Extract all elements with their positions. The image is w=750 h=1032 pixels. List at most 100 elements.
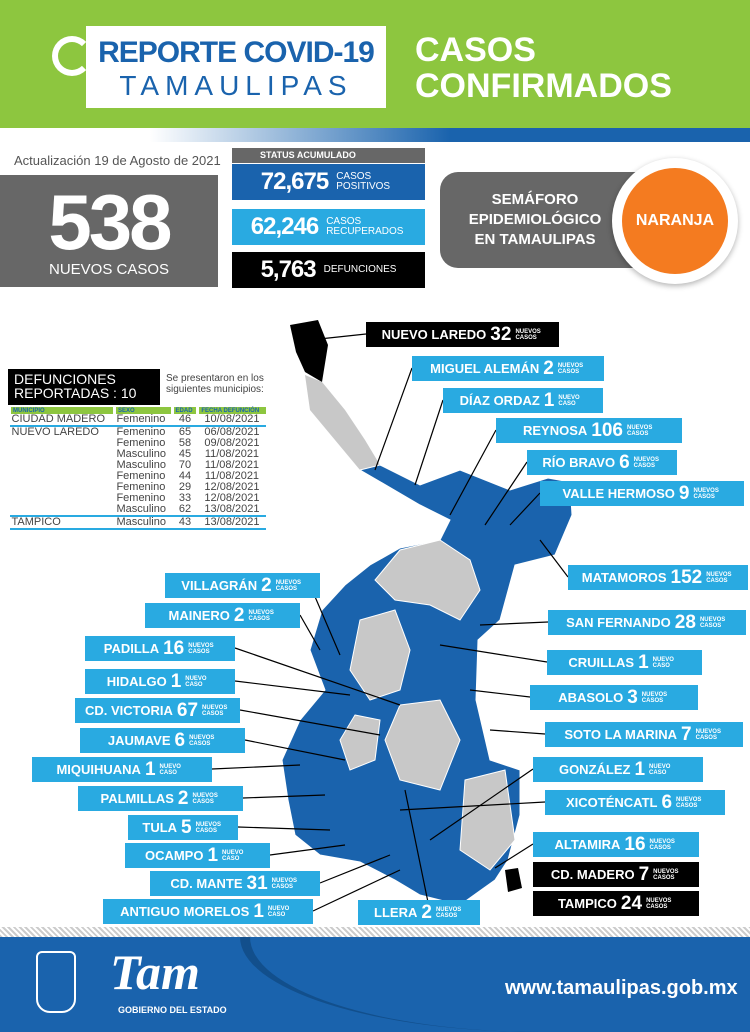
virus-icon [52, 36, 92, 76]
map-region-without-cases [459, 769, 516, 871]
case-count: 6 [619, 451, 630, 473]
section-title-line2: CONFIRMADOS [415, 67, 672, 105]
deaths-table-cell: 62 [172, 504, 198, 517]
state-seal-logo [36, 951, 76, 1013]
report-title-box: REPORTE COVID-19 TAMAULIPAS [86, 26, 386, 108]
deaths-table-cell: NUEVO LAREDO [11, 426, 99, 438]
stat-label: CASOS POSITIVOS [336, 171, 391, 192]
deaths-table-cell: 44 [178, 470, 192, 482]
deaths-table-cell: 12/08/2021 [204, 481, 260, 493]
case-unit: NUEVOS CASOS [693, 487, 719, 500]
deaths-table-cell: Masculino [114, 504, 173, 517]
deaths-note: Se presentaron en los siguientes municip… [166, 373, 264, 395]
deaths-table-cell: 13/08/2021 [197, 504, 266, 517]
case-unit: NUEVO CASO [222, 849, 244, 862]
municipality-label-nuevo-laredo: NUEVO LAREDO 32 NUEVOS CASOS [366, 322, 559, 347]
deaths-table-cell: 12/08/2021 [204, 492, 260, 504]
case-count: 6 [661, 791, 673, 813]
case-unit: NUEVOS CASOS [557, 362, 584, 375]
case-unit: NUEVOS CASOS [195, 821, 221, 834]
municipality-name: ABASOLO [558, 690, 624, 705]
municipality-name: CD. MANTE [170, 876, 243, 891]
municipality-name: DÍAZ ORDAZ [459, 393, 540, 408]
deaths-table-row: TAMPICO Masculino 43 13/08/2021 [9, 516, 266, 530]
municipality-name: MAINERO [168, 608, 230, 623]
municipality-label-cd-madero: CD. MADERO 7 NUEVOS CASOS [533, 862, 699, 887]
municipality-label-hidalgo: HIDALGO 1 NUEVO CASO [85, 669, 235, 694]
deaths-table-cell: Femenino [116, 481, 166, 493]
deaths-title: DEFUNCIONES REPORTADAS : 10 [8, 369, 160, 405]
tam-logo: Tam [110, 944, 200, 1000]
deaths-table-header: FECHA DEFUNCIÓN [196, 407, 266, 414]
map-region-without-cases [349, 609, 411, 701]
case-count: 152 [670, 566, 703, 588]
case-count: 16 [163, 637, 185, 659]
case-unit: NUEVO CASO [649, 763, 671, 776]
municipality-name: MIGUEL ALEMÁN [430, 361, 540, 376]
deaths-table-cell: 09/08/2021 [204, 437, 260, 449]
section-title-line1: CASOS [415, 31, 536, 69]
municipality-label-palmillas: PALMILLAS 2 NUEVOS CASOS [78, 786, 243, 811]
map-region-without-cases [384, 699, 461, 791]
municipality-label-valle-hermoso: VALLE HERMOSO 9 NUEVOS CASOS [540, 481, 744, 506]
case-unit: NUEVOS CASOS [627, 424, 653, 437]
municipality-name: CRUILLAS [568, 655, 635, 670]
municipality-name: VILLAGRÁN [181, 578, 258, 593]
municipality-name: NUEVO LAREDO [381, 327, 487, 342]
stat-positive: 72,675 CASOS POSITIVOS [232, 164, 425, 200]
municipality-label-tula: TULA 5 NUEVOS CASOS [128, 815, 238, 840]
municipality-name: GONZÁLEZ [558, 762, 631, 777]
municipality-label-soto-la-marina: SOTO LA MARINA 7 NUEVOS CASOS [545, 722, 743, 747]
leader-lines [211, 333, 569, 913]
municipality-name: PADILLA [103, 641, 160, 656]
case-unit: NUEVOS CASOS [435, 906, 462, 919]
report-title: REPORTE COVID-19 [98, 36, 375, 69]
case-count: 67 [176, 699, 199, 721]
deaths-table-cell: 65 [178, 426, 192, 438]
deaths-table-cell: 45 [178, 448, 192, 460]
deaths-table-cell: 46 [172, 414, 198, 427]
case-count: 31 [246, 872, 268, 894]
case-unit: NUEVOS CASOS [192, 792, 218, 805]
deaths-table-cell: 43 [172, 516, 198, 530]
municipality-label-llera: LLERA 2 NUEVOS CASOS [358, 900, 480, 925]
municipality-label-miquihuana: MIQUIHUANA 1 NUEVO CASO [32, 757, 212, 782]
deaths-table-cell: 70 [178, 459, 192, 471]
case-count: 1 [207, 844, 219, 866]
tam-logo-subtitle: GOBIERNO DEL ESTADO [118, 1005, 227, 1015]
semaforo-label-line: SEMÁFORO [491, 191, 579, 208]
municipality-label-miguel-aleman: MIGUEL ALEMÁN 2 NUEVOS CASOS [412, 356, 604, 381]
deaths-table-row: Femenino 58 09/08/2021 [10, 438, 267, 449]
municipality-label-rio-bravo: RÍO BRAVO 6 NUEVOS CASOS [527, 450, 677, 475]
case-unit: NUEVOS CASOS [646, 897, 672, 910]
deaths-table-cell: 11/08/2021 [204, 470, 260, 482]
deaths-table-row: NUEVO LAREDO Femenino 65 06/08/2021 [10, 426, 267, 438]
stat-recovered: 62,246 CASOS RECUPERADOS [232, 209, 425, 245]
deaths-table-cell: Masculino [116, 459, 166, 471]
deaths-table-row: Femenino 29 12/08/2021 [10, 482, 267, 493]
deaths-table-row: Masculino 70 11/08/2021 [10, 460, 267, 471]
municipality-name: TULA [142, 820, 178, 835]
deaths-table-cell: Femenino [116, 437, 166, 449]
case-unit: NUEVOS CASOS [641, 691, 668, 704]
deaths-table-cell: Masculino [114, 516, 173, 530]
municipality-label-xicotencatl: XICOTÉNCATL 6 NUEVOS CASOS [545, 790, 725, 815]
header-divider [0, 128, 750, 142]
new-cases-value: 538 [48, 178, 172, 266]
deaths-table-cell [9, 504, 115, 517]
municipality-label-antiguo-morelos: ANTIGUO MORELOS 1 NUEVO CASO [103, 899, 313, 924]
footer: Tam GOBIERNO DEL ESTADO www.tamaulipas.g… [0, 937, 750, 1032]
case-unit: NUEVOS CASOS [676, 796, 702, 809]
municipality-name: XICOTÉNCATL [565, 795, 658, 810]
case-unit: NUEVOS CASOS [653, 868, 679, 881]
municipality-name: RÍO BRAVO [542, 455, 616, 470]
deaths-table-cell: 33 [178, 492, 192, 504]
case-count: 5 [181, 816, 192, 838]
stat-deaths: 5,763 DEFUNCIONES [232, 252, 425, 288]
case-unit: NUEVOS CASOS [695, 728, 721, 741]
website-link[interactable]: www.tamaulipas.gob.mx [505, 977, 738, 999]
deaths-table-row: Femenino 33 12/08/2021 [10, 493, 267, 504]
municipality-label-mainero: MAINERO 2 NUEVOS CASOS [145, 603, 300, 628]
case-count: 1 [170, 670, 182, 692]
deaths-table-row: Femenino 44 11/08/2021 [10, 471, 267, 482]
